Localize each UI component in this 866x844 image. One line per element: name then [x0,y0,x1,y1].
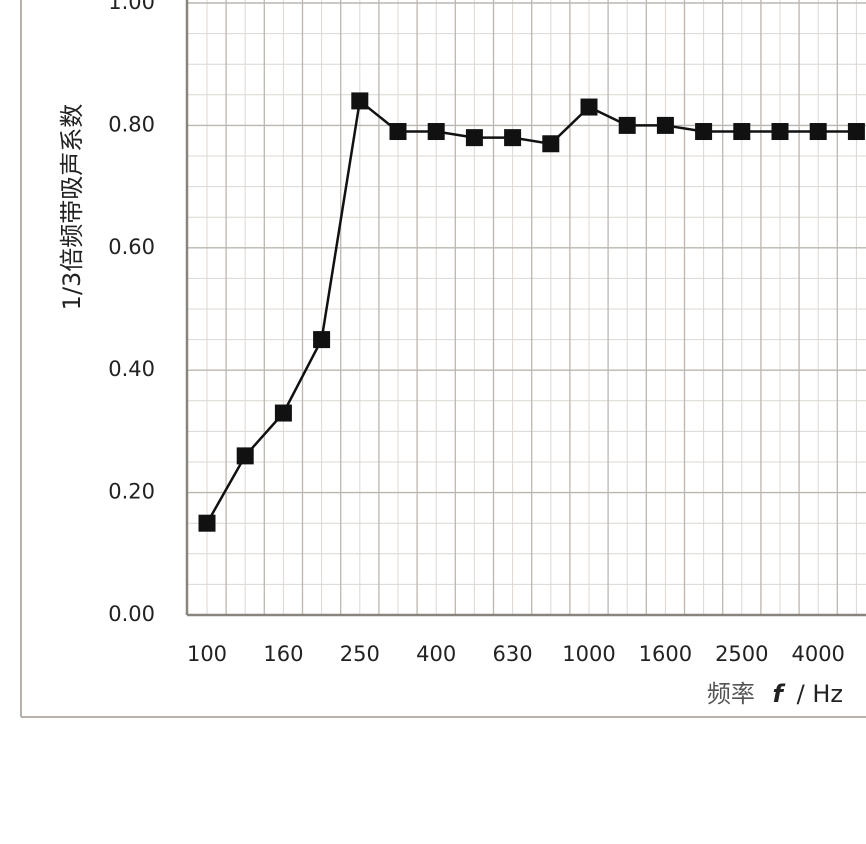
x-axis-label-prefix: 频率 [707,680,755,708]
data-point-marker [771,123,789,141]
x-axis-label-symbol: f [773,680,786,708]
x-axis-label-unit: / Hz [797,680,843,708]
data-point-marker [389,123,407,141]
x-tick-label: 160 [263,642,303,666]
data-point-marker [504,129,522,147]
x-tick-label: 400 [416,642,456,666]
y-tick-label: 0.80 [108,112,155,136]
x-tick-label: 2500 [715,642,768,666]
x-tick-label: 1600 [639,642,692,666]
y-tick-labels: 0.00 0.20 0.40 0.60 0.80 1.00 [108,0,155,626]
data-point-marker [313,331,331,349]
y-tick-label: 0.60 [108,235,155,259]
x-tick-label: 250 [340,642,380,666]
data-point-marker [809,123,827,141]
data-point-marker [580,98,598,116]
y-tick-label: 0.00 [108,602,155,626]
data-point-marker [733,123,751,141]
y-tick-label: 0.40 [108,357,155,381]
y-axis-label: 1/3倍频带吸声系数 [58,104,86,311]
y-tick-label: 1.00 [108,0,155,14]
data-point-marker [427,123,445,141]
data-point-marker [236,447,254,465]
data-point-marker [618,116,636,134]
x-tick-label: 4000 [791,642,844,666]
data-point-marker [198,514,216,532]
data-point-marker [542,135,560,153]
x-axis-label: 频率 f / Hz [707,680,843,708]
x-tick-label: 630 [493,642,533,666]
y-tick-label: 0.20 [108,480,155,504]
data-point-marker [274,404,292,422]
x-tick-label: 100 [187,642,227,666]
x-tick-label: 1000 [562,642,615,666]
data-point-marker [351,92,369,110]
data-point-marker [465,129,483,147]
data-point-marker [847,123,865,141]
x-tick-labels: 100 160 250 400 630 1000 1600 2500 4000 [187,642,845,666]
minor-grid [187,0,866,615]
data-point-marker [656,116,674,134]
series-markers [198,92,865,532]
data-point-marker [695,123,713,141]
major-grid [187,0,866,616]
